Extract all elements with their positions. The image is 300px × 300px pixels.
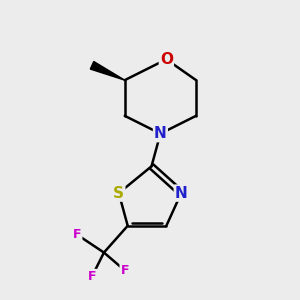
Text: S: S — [113, 186, 124, 201]
Text: F: F — [121, 264, 129, 277]
Text: N: N — [175, 186, 188, 201]
Polygon shape — [90, 61, 125, 80]
Text: F: F — [73, 228, 81, 241]
Text: F: F — [88, 270, 96, 283]
Text: N: N — [154, 126, 167, 141]
Text: O: O — [160, 52, 173, 67]
